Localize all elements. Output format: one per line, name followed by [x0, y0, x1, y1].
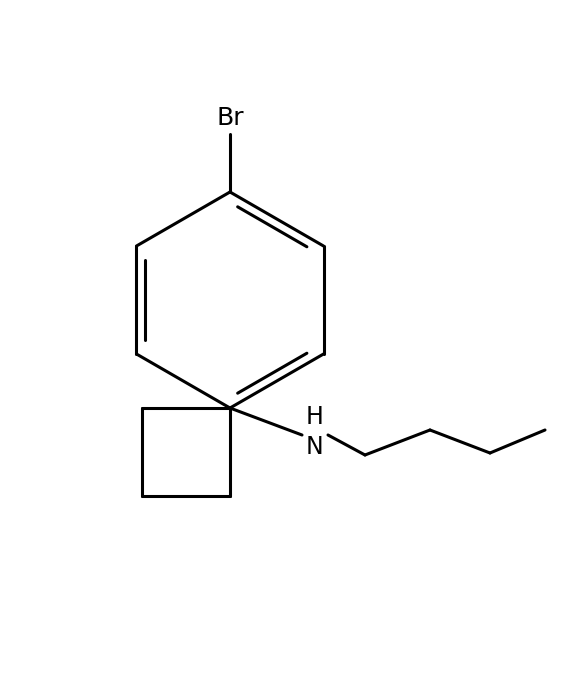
- Text: N: N: [306, 435, 324, 459]
- Text: Br: Br: [216, 106, 244, 130]
- Text: H: H: [306, 405, 324, 429]
